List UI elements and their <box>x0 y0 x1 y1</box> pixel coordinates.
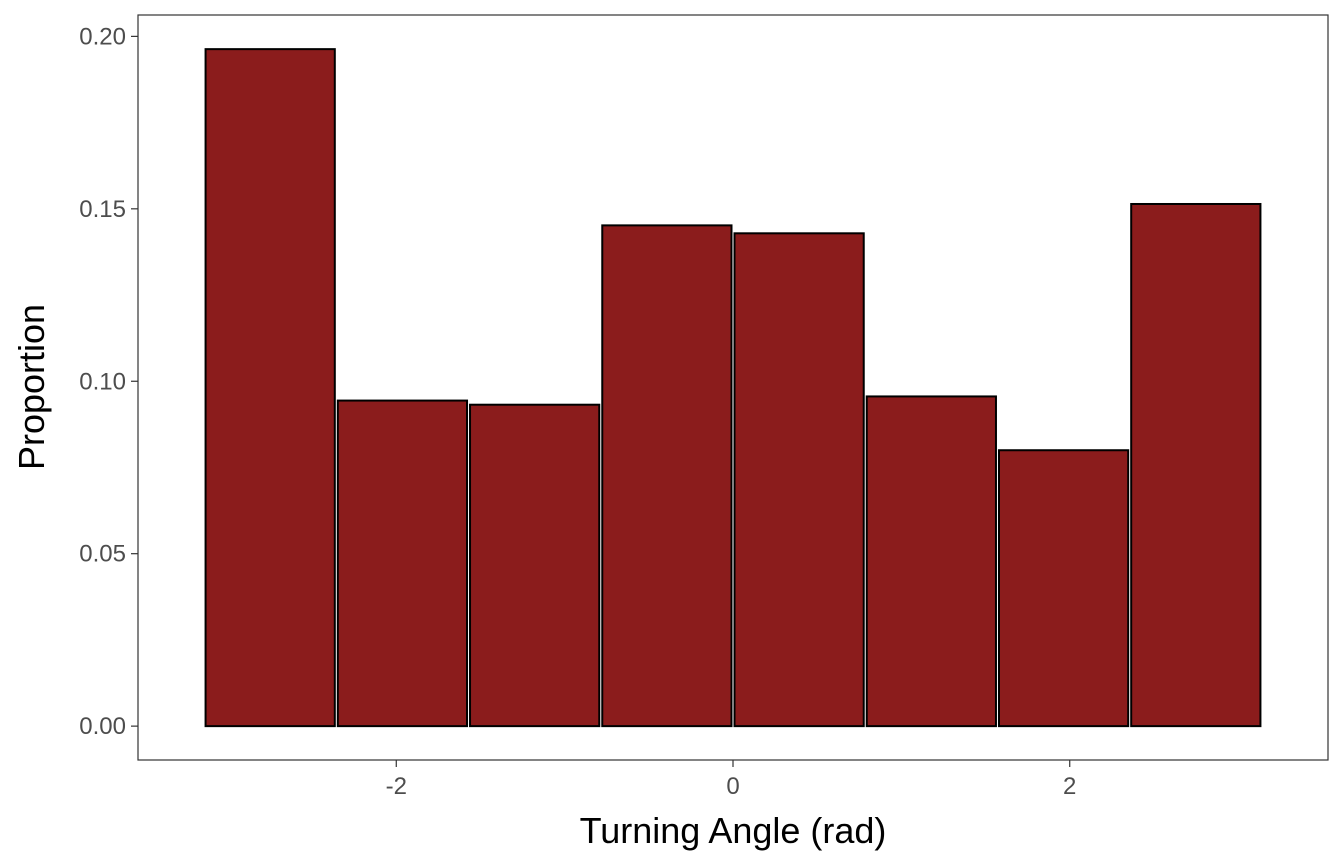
x-axis: -2 0 2 <box>386 760 1076 800</box>
histogram-bar-4 <box>601 224 733 728</box>
y-axis: 0.00 0.05 0.10 0.15 0.20 <box>79 23 138 740</box>
y-axis-title: Proportion <box>11 304 52 470</box>
y-tick-label: 0.00 <box>79 713 126 740</box>
y-tick-label: 0.15 <box>79 196 126 223</box>
histogram-bar-1 <box>204 48 336 728</box>
histogram-bar-2 <box>336 399 469 728</box>
y-tick-label: 0.05 <box>79 541 126 568</box>
histogram-bar-7 <box>997 449 1130 728</box>
histogram-bar-5 <box>733 232 865 728</box>
x-tick-label: 2 <box>1063 773 1076 800</box>
y-tick-label: 0.20 <box>79 23 126 50</box>
histogram-bar-8 <box>1130 202 1262 728</box>
bars-group <box>204 48 1262 728</box>
histogram-bar-6 <box>865 395 997 728</box>
x-tick-label: -2 <box>386 773 407 800</box>
x-tick-label: 0 <box>726 773 739 800</box>
histogram-bar-3 <box>469 403 601 728</box>
x-axis-title: Turning Angle (rad) <box>580 810 887 851</box>
y-tick-label: 0.10 <box>79 368 126 395</box>
